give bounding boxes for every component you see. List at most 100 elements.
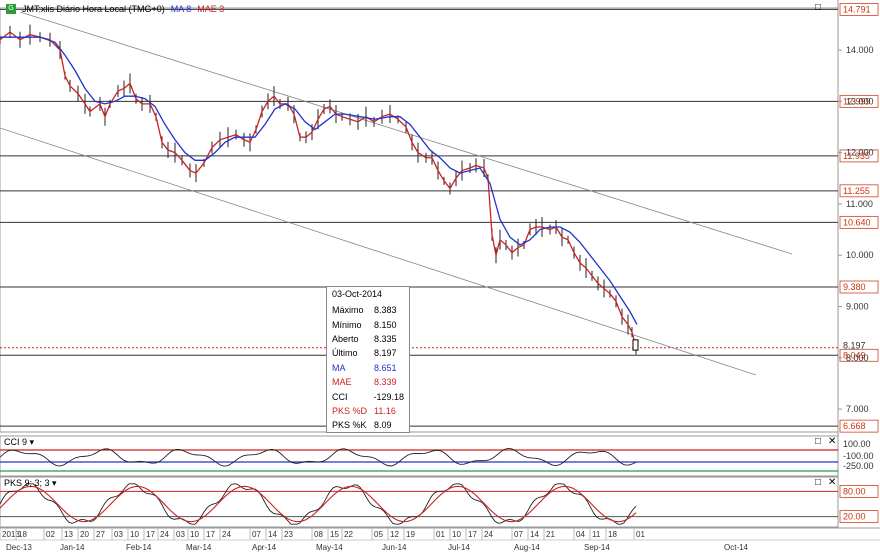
month-label-3: Mar-14 [186, 543, 212, 552]
instrument-title[interactable]: JMT:xlis Diário Hora Local (TMG+0) [22, 4, 165, 14]
month-label-2: Feb-14 [126, 543, 152, 552]
x-tick-label-31: 11 [592, 530, 601, 539]
x-tick-label-27: 07 [514, 530, 523, 539]
pks-panel-label[interactable]: PKS 9; 3; 3 ▾ [4, 478, 57, 488]
maximize-icon[interactable]: □ [815, 2, 822, 13]
x-tick-label-22: 19 [406, 530, 415, 539]
tooltip-row-4: MA 8.651 [327, 361, 409, 375]
tooltip-label: MA [332, 362, 346, 373]
x-tick-label-15: 14 [268, 530, 277, 539]
tooltip-row-1: Mínimo 8.150 [327, 317, 409, 331]
main-panel [0, 7, 839, 433]
level-label-3: 11.255 [843, 186, 870, 196]
tooltip-label: MAE [332, 377, 352, 388]
close-pks-icon[interactable]: ✕ [828, 477, 837, 488]
month-label-5: May-14 [316, 543, 343, 552]
cci-axis-label-1: -100.00 [843, 451, 874, 461]
x-tick-label-10: 03 [176, 530, 185, 539]
level-box-3 [839, 184, 879, 198]
y-tick-label-7: 7.000 [846, 404, 869, 414]
cci-panel-label[interactable]: CCI 9 ▾ [4, 437, 35, 447]
tooltip-value: 8.150 [374, 319, 397, 330]
level-label-0: 14.791 [843, 4, 871, 14]
minimize-cci-icon[interactable]: □ [815, 436, 822, 447]
tooltip-label: PKS %D [332, 405, 368, 416]
tooltip-label: Mínimo [332, 319, 362, 330]
cci-axis-label-2: -250.00 [843, 461, 874, 471]
x-tick-label-5: 27 [96, 530, 105, 539]
x-tick-label-29: 21 [546, 530, 555, 539]
month-label-4: Apr-14 [252, 543, 277, 552]
tooltip-value: 8.197 [374, 348, 397, 359]
level-box-6 [839, 348, 879, 362]
mae-indicator-label[interactable]: MAE 3 [197, 4, 225, 14]
x-tick-label-18: 15 [330, 530, 339, 539]
minimize-pks-icon[interactable]: □ [815, 477, 822, 488]
tooltip-label: Último [332, 348, 358, 359]
x-tick-label-7: 10 [130, 530, 139, 539]
month-label-9: Sep-14 [584, 543, 610, 552]
tooltip-row-0: Máximo 8.383 [327, 303, 409, 317]
x-tick-label-4: 20 [80, 530, 89, 539]
x-tick-label-0: 2013 [2, 530, 20, 539]
tooltip-value: 8.09 [374, 420, 392, 431]
tooltip-value: 11.16 [374, 405, 396, 416]
y-tick-label-3: 11.000 [846, 199, 873, 209]
tooltip-row-6: CCI -129.18 [327, 389, 409, 403]
app-logo-icon: G [6, 4, 16, 14]
x-tick-label-8: 17 [146, 530, 155, 539]
x-tick-label-16: 23 [284, 530, 293, 539]
month-label-8: Aug-14 [514, 543, 540, 552]
level-label-5: 9.380 [843, 282, 866, 292]
y-tick-label-2: 12.000 [846, 148, 874, 158]
data-tooltip: 03-Oct-2014 Máximo 8.383 Mínimo 8.150 Aberto… [326, 286, 410, 433]
level-label-1: 12.999 [843, 96, 871, 106]
x-tick-label-24: 10 [452, 530, 461, 539]
cci-panel [0, 435, 839, 477]
x-tick-label-21: 12 [390, 530, 399, 539]
pks-axis-label-1: 20.00 [843, 512, 866, 522]
tooltip-row-5: MAE 8.339 [327, 375, 409, 389]
tooltip-value: 8.383 [374, 305, 397, 316]
last-candle [632, 339, 639, 351]
x-tick-label-3: 13 [64, 530, 73, 539]
x-tick-label-30: 04 [576, 530, 585, 539]
tooltip-value: 8.335 [374, 333, 397, 344]
x-tick-label-28: 14 [530, 530, 539, 539]
tooltip-value: 8.339 [374, 377, 397, 388]
x-tick-label-1: 18 [18, 530, 27, 539]
month-label-1: Jan-14 [60, 543, 85, 552]
tooltip-value: 8.651 [374, 362, 397, 373]
pks-axis-box-0 [839, 484, 879, 498]
x-tick-label-11: 10 [190, 530, 199, 539]
month-label-7: Jul-14 [448, 543, 470, 552]
channel-upper [19, 11, 793, 255]
ma-indicator-label[interactable]: MA 8 [170, 4, 192, 14]
tooltip-label: CCI [332, 391, 348, 402]
pks-d-line [0, 485, 637, 523]
cci-series-line [0, 447, 637, 467]
tooltip-date: 03-Oct-2014 [332, 289, 383, 299]
pks-axis-label-0: 80.00 [843, 486, 866, 496]
y-tick-label-5: 9.000 [846, 302, 869, 312]
x-tick-label-9: 24 [160, 530, 169, 539]
tooltip-row-8: PKS %K 8.09 [327, 418, 409, 432]
level-label-4: 10.640 [843, 217, 871, 227]
x-tick-label-12: 17 [206, 530, 215, 539]
y-tick-label-1: 13.000 [846, 96, 874, 106]
y-tick-label-0: 14.000 [846, 45, 874, 55]
month-label-6: Jun-14 [382, 543, 407, 552]
tooltip-label: Máximo [332, 305, 364, 316]
tooltip-value: -129.18 [373, 391, 404, 402]
level-box-0 [839, 3, 879, 16]
last-price-label: 8.197 [843, 341, 866, 351]
x-tick-label-2: 02 [46, 530, 55, 539]
level-box-7 [839, 419, 879, 433]
pks-k-line [0, 483, 637, 525]
chart-header: G JMT:xlis Diário Hora Local (TMG+0) MA … [6, 3, 224, 15]
close-cci-icon[interactable]: ✕ [828, 436, 837, 447]
level-box-4 [839, 215, 879, 229]
level-label-7: 6.668 [843, 421, 866, 431]
y-tick-label-6: 8.000 [846, 353, 869, 363]
